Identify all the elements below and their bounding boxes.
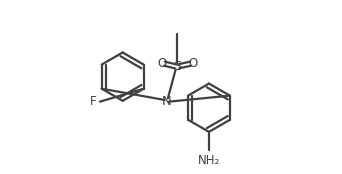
Text: F: F bbox=[90, 95, 97, 108]
Text: S: S bbox=[173, 60, 181, 73]
Text: O: O bbox=[188, 57, 197, 70]
Text: NH₂: NH₂ bbox=[198, 154, 220, 167]
Text: N: N bbox=[162, 95, 172, 108]
Text: O: O bbox=[158, 57, 167, 70]
